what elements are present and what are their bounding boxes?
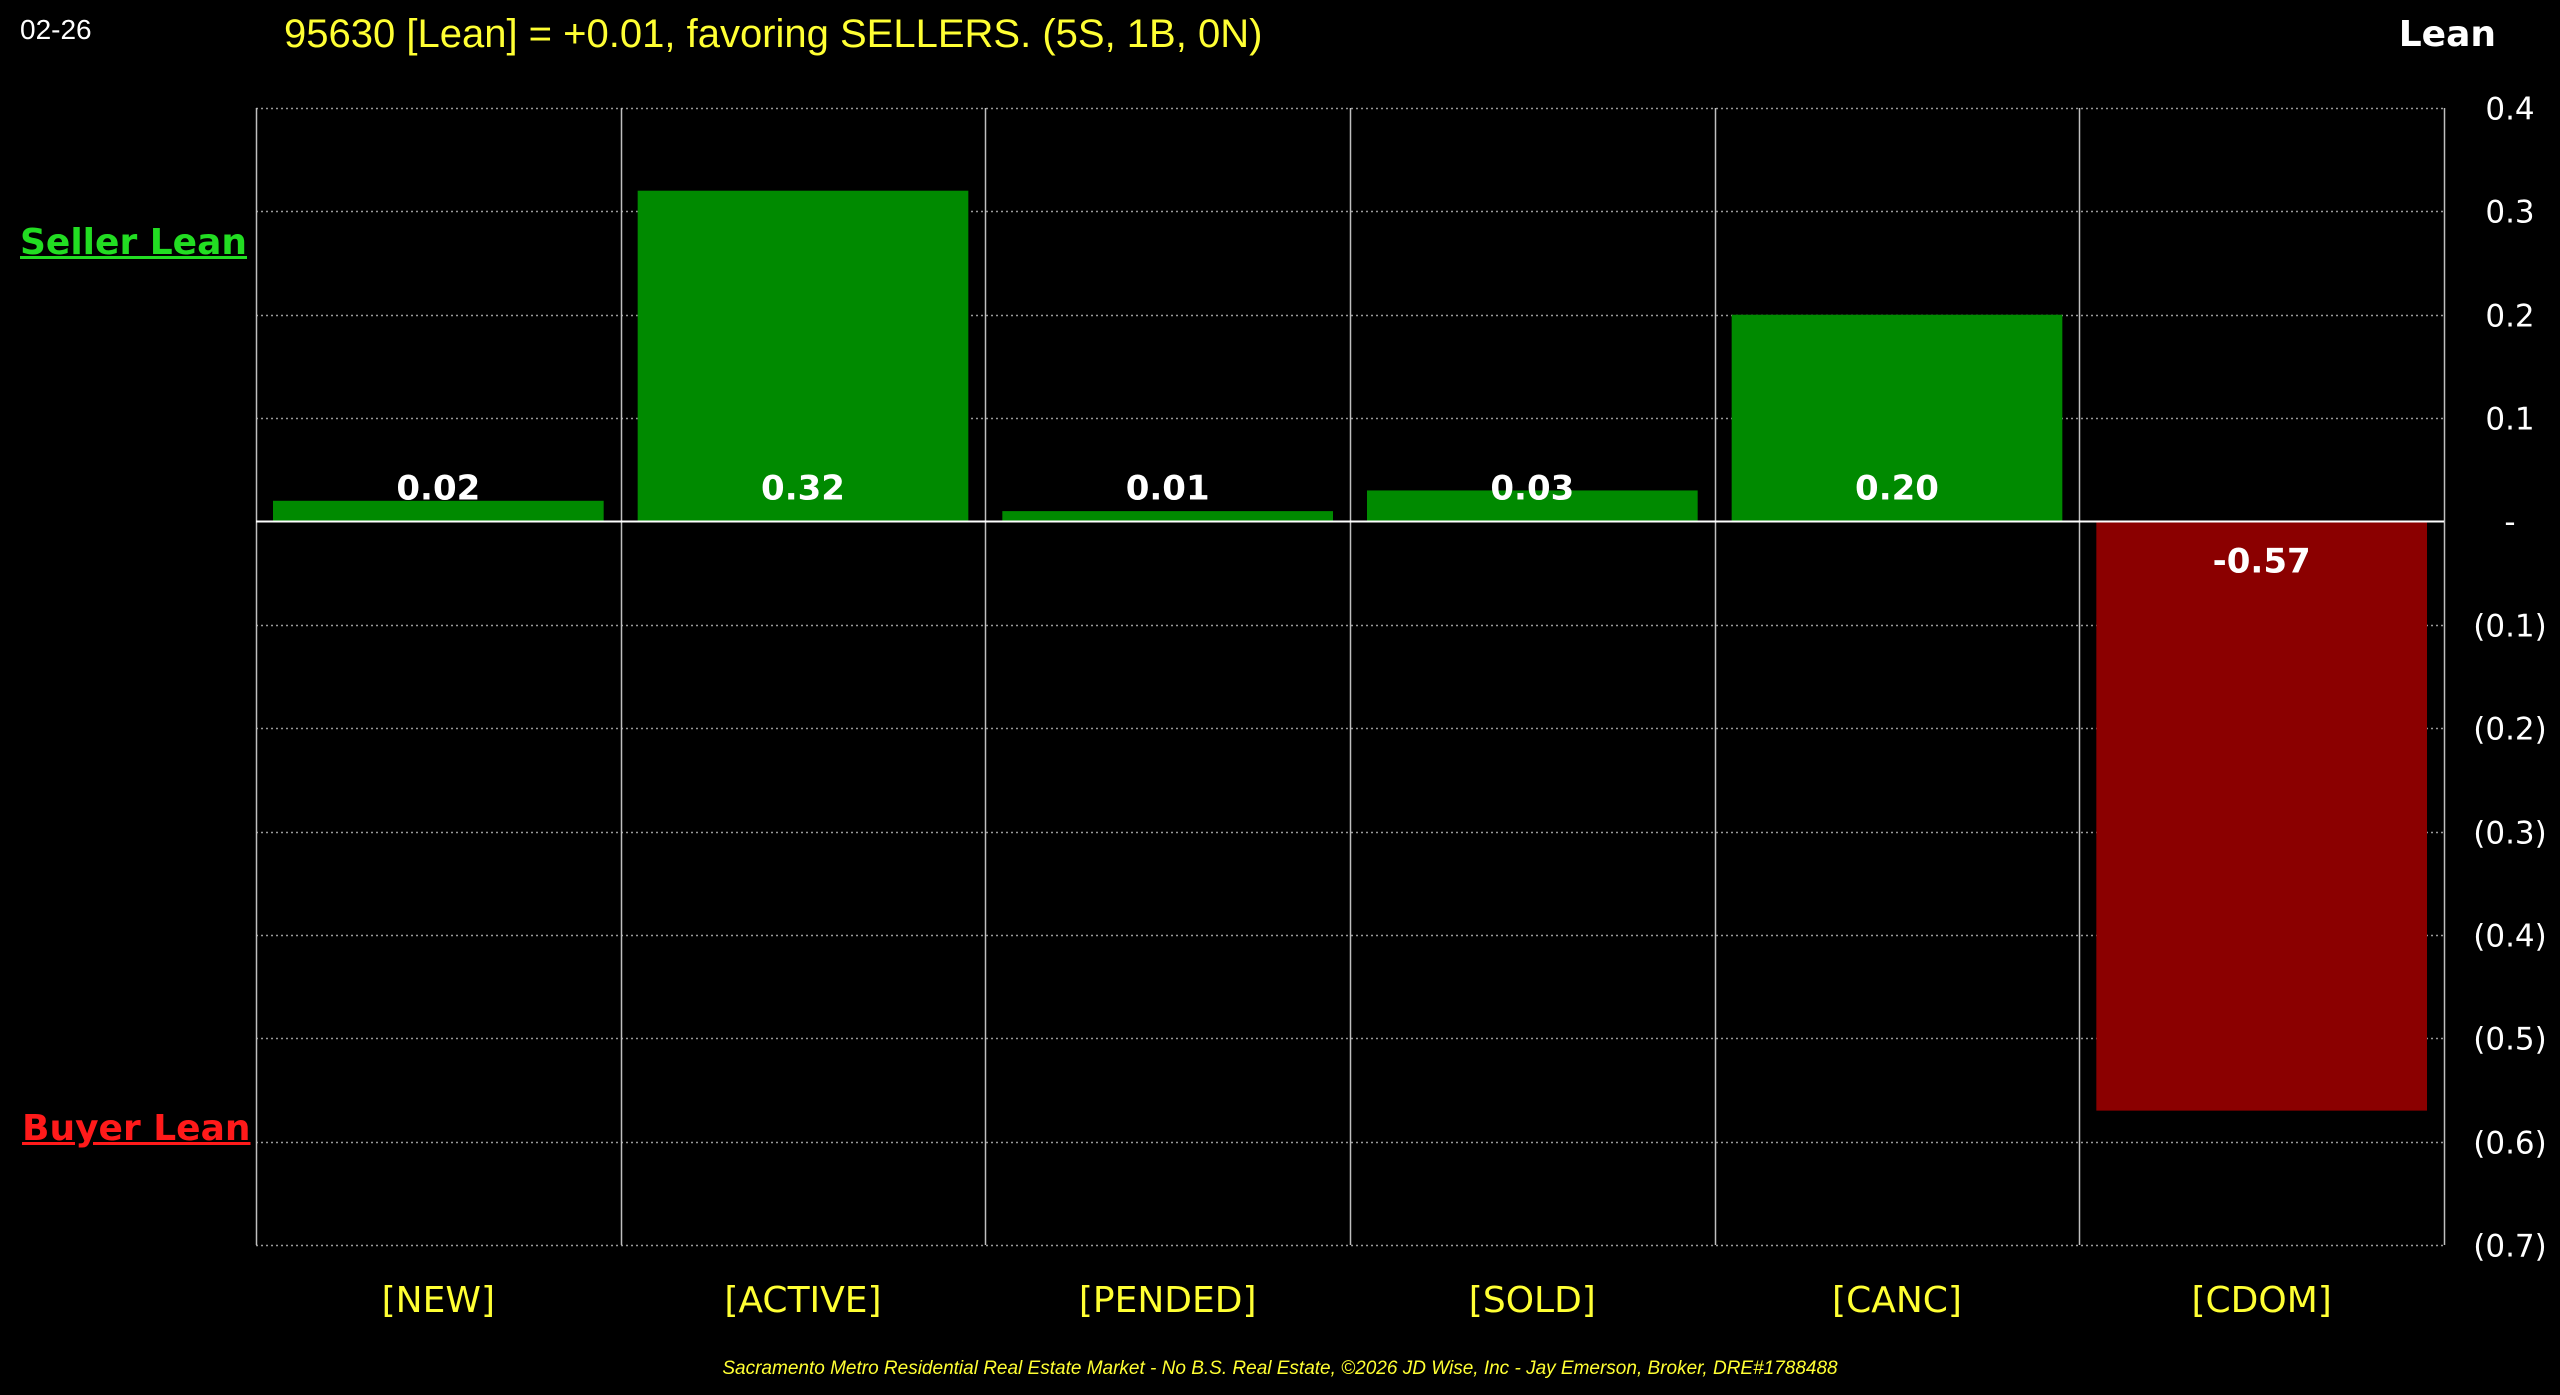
- bar-pended: [1002, 511, 1333, 522]
- data-label: 0.20: [1855, 468, 1939, 508]
- y-tick-label: (0.7): [2473, 1229, 2547, 1265]
- data-label: 0.01: [1126, 468, 1210, 508]
- data-label: 0.02: [396, 468, 480, 508]
- chart-title: 95630 [Lean] = +0.01, favoring SELLERS. …: [284, 12, 1263, 56]
- buyer-lean-label: Buyer Lean: [22, 1108, 251, 1149]
- bar-new: [273, 500, 604, 522]
- bar-canc: [1731, 314, 2063, 522]
- bar-active: [637, 190, 969, 522]
- bar-sold: [1367, 490, 1698, 522]
- y-tick-label: (0.1): [2473, 609, 2547, 645]
- date-label: 02-26: [20, 14, 92, 45]
- x-tick-label: [CDOM]: [2191, 1280, 2331, 1321]
- data-label: 0.32: [761, 468, 845, 508]
- data-label: -0.57: [2213, 541, 2311, 581]
- data-label: 0.03: [1490, 468, 1574, 508]
- y-tick-label: (0.5): [2473, 1022, 2547, 1058]
- y-tick-label: (0.4): [2473, 919, 2547, 955]
- x-tick-label: [CANC]: [1832, 1280, 1962, 1321]
- y-tick-label: -: [2504, 505, 2515, 541]
- y-tick-label: 0.2: [2485, 299, 2534, 335]
- x-tick-label: [PENDED]: [1079, 1280, 1257, 1321]
- y-tick-label: (0.2): [2473, 712, 2547, 748]
- x-tick-label: [ACTIVE]: [724, 1280, 881, 1321]
- y-tick-label: 0.3: [2485, 195, 2534, 231]
- y-axis-title: Lean: [2398, 14, 2496, 55]
- footer-credit: Sacramento Metro Residential Real Estate…: [722, 1358, 1838, 1379]
- y-tick-label: (0.3): [2473, 816, 2547, 852]
- x-tick-label: [NEW]: [382, 1280, 495, 1321]
- y-tick-label: 0.4: [2485, 92, 2534, 128]
- y-tick-label: 0.1: [2485, 402, 2534, 438]
- y-tick-label: (0.6): [2473, 1126, 2547, 1162]
- bar-cdom: [2096, 521, 2427, 1111]
- x-tick-label: [SOLD]: [1469, 1280, 1596, 1321]
- seller-lean-label: Seller Lean: [20, 222, 248, 263]
